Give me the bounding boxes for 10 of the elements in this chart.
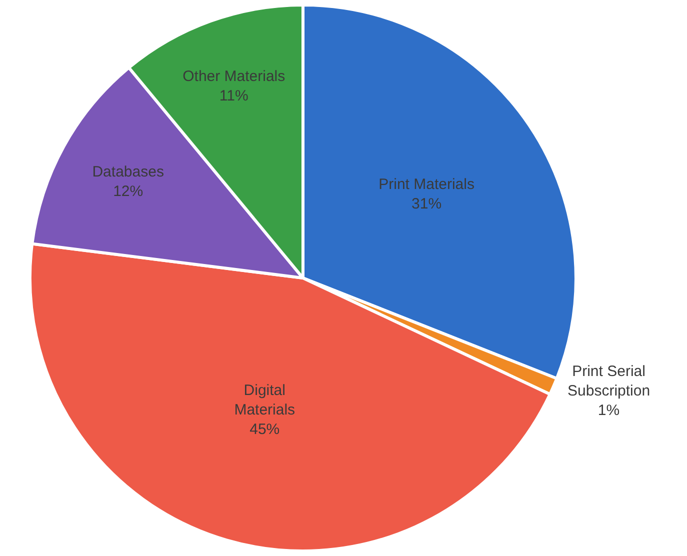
- data-label: 11%: [219, 87, 248, 104]
- slice-label: Digital Materials: [234, 382, 296, 418]
- data-label: 31%: [412, 195, 442, 212]
- slice-label: Print Materials: [378, 176, 474, 193]
- slice-label: Print Serial Subscription: [567, 362, 650, 400]
- data-label: 12%: [113, 183, 144, 200]
- slice-label: Databases: [92, 164, 164, 181]
- slice-label: Other Materials: [182, 68, 286, 85]
- data-label: 45%: [250, 420, 280, 438]
- data-label: 1%: [598, 402, 620, 419]
